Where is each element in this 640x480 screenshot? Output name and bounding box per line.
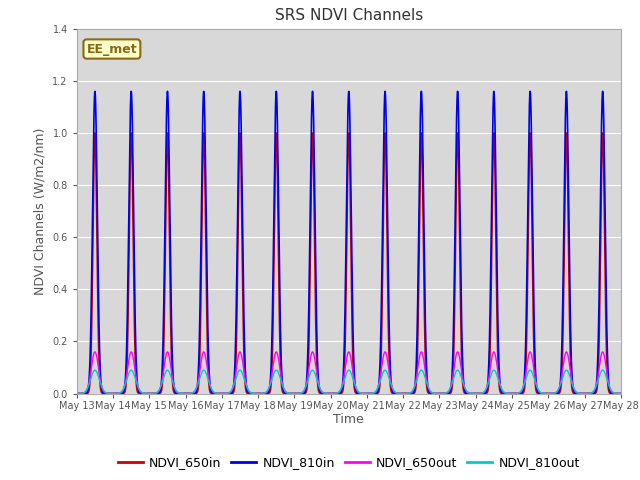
NDVI_650in: [520, 388, 528, 394]
NDVI_810in: [273, 88, 280, 94]
NDVI_810out: [427, 388, 435, 394]
NDVI_810out: [617, 391, 625, 396]
Y-axis label: NDVI Channels (W/m2/nm): NDVI Channels (W/m2/nm): [34, 128, 47, 295]
NDVI_650in: [273, 130, 280, 136]
NDVI_650in: [427, 391, 435, 396]
NDVI_650out: [172, 387, 179, 393]
NDVI_650out: [281, 388, 289, 394]
NDVI_810in: [172, 390, 179, 396]
Title: SRS NDVI Channels: SRS NDVI Channels: [275, 9, 423, 24]
NDVI_650out: [617, 391, 625, 396]
NDVI_810in: [617, 391, 625, 396]
NDVI_810out: [399, 391, 407, 396]
NDVI_810in: [281, 390, 289, 396]
NDVI_650in: [479, 391, 486, 396]
Line: NDVI_810out: NDVI_810out: [77, 370, 621, 394]
NDVI_810out: [479, 390, 486, 396]
NDVI_810out: [73, 391, 81, 396]
NDVI_650out: [399, 391, 407, 396]
NDVI_810in: [427, 391, 435, 396]
NDVI_650out: [427, 389, 435, 395]
NDVI_810in: [479, 391, 486, 396]
NDVI_810out: [281, 387, 289, 393]
NDVI_650in: [281, 391, 289, 396]
Line: NDVI_650in: NDVI_650in: [77, 133, 621, 394]
Text: EE_met: EE_met: [86, 43, 137, 56]
Legend: NDVI_650in, NDVI_810in, NDVI_650out, NDVI_810out: NDVI_650in, NDVI_810in, NDVI_650out, NDV…: [113, 451, 585, 474]
Line: NDVI_810in: NDVI_810in: [77, 91, 621, 394]
NDVI_650out: [520, 380, 528, 386]
NDVI_650in: [399, 391, 407, 396]
NDVI_810out: [172, 387, 179, 393]
NDVI_650in: [172, 391, 179, 396]
NDVI_810in: [73, 391, 81, 396]
NDVI_650out: [73, 391, 81, 396]
NDVI_810in: [399, 391, 407, 396]
NDVI_650out: [479, 390, 486, 396]
NDVI_810out: [273, 367, 280, 373]
NDVI_810out: [520, 382, 528, 387]
NDVI_650out: [273, 349, 280, 355]
NDVI_650in: [73, 391, 81, 396]
X-axis label: Time: Time: [333, 413, 364, 426]
NDVI_810in: [520, 378, 528, 384]
Line: NDVI_650out: NDVI_650out: [77, 352, 621, 394]
NDVI_650in: [617, 391, 625, 396]
